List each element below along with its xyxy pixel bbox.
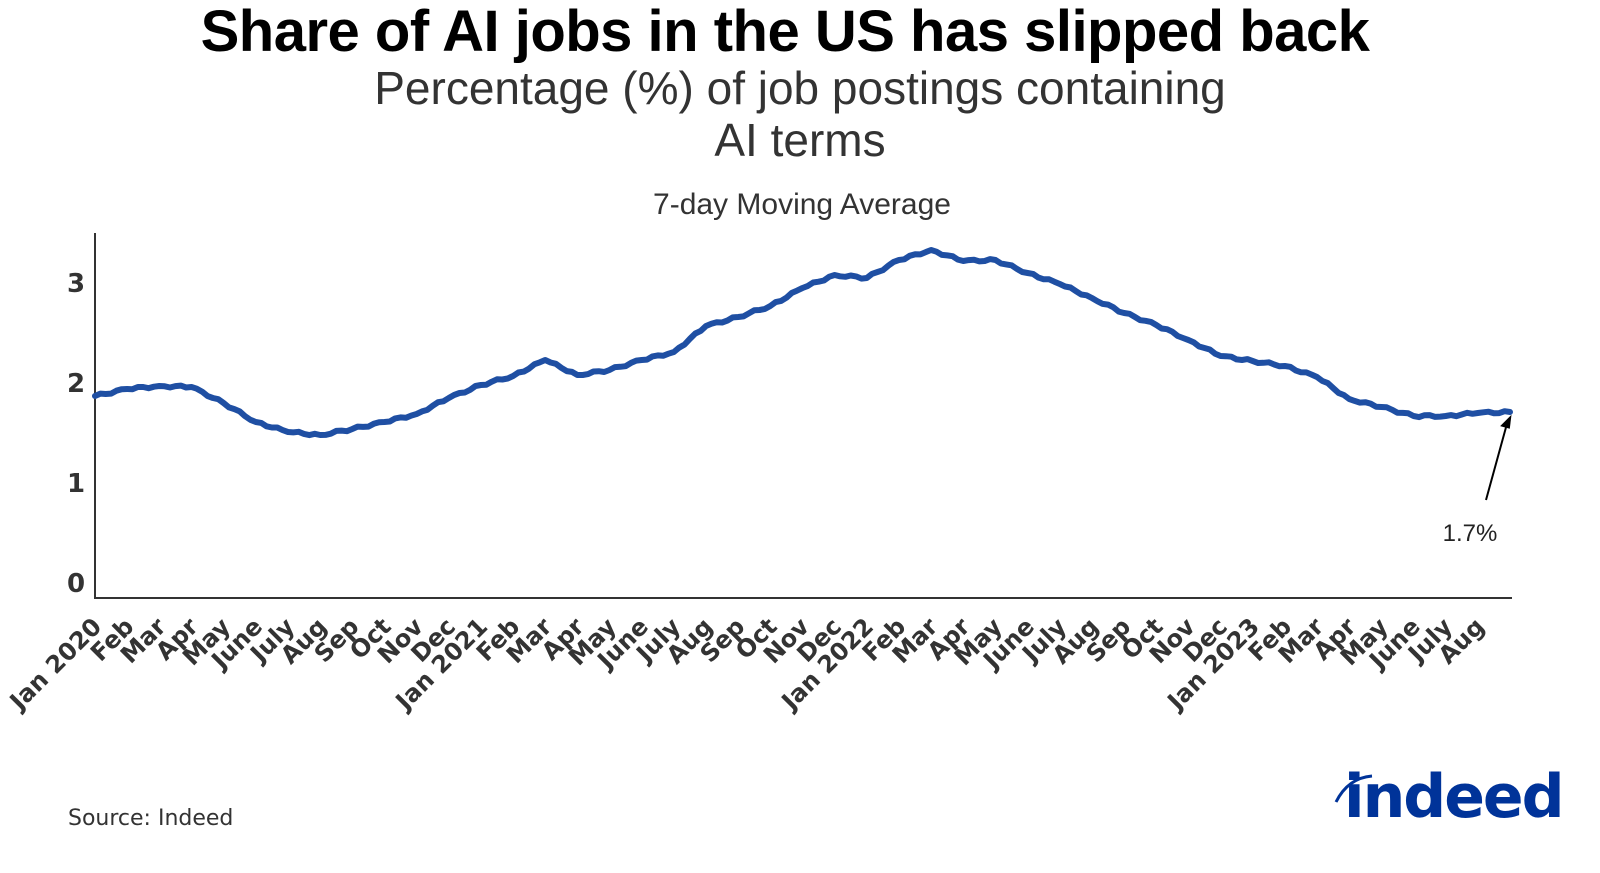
y-tick-label: 1	[67, 469, 85, 499]
moving-average-label: 7-day Moving Average	[653, 188, 951, 221]
y-tick-label: 3	[67, 269, 85, 299]
annotation-label: 1.7%	[1443, 520, 1498, 547]
annotation-arrow	[1485, 414, 1512, 501]
y-tick-label: 2	[67, 369, 85, 399]
x-axis-ticks: Jan 2020FebMarAprMayJuneJulyAugSepOctNov…	[3, 612, 1490, 716]
chart-subtitle: Percentage (%) of job postings containin…	[0, 62, 1600, 166]
y-axis-ticks: 0 1 2 3	[67, 269, 85, 599]
logo-arc-icon	[1334, 774, 1373, 803]
source-note: Source: Indeed	[68, 806, 234, 831]
chart-title: Share of AI jobs in the US has slipped b…	[200, 0, 1370, 64]
x-tick-label: Jan 2020	[3, 612, 107, 716]
series-line	[92, 247, 1513, 439]
indeed-logo: indeed	[1330, 762, 1565, 842]
subtitle-line-2: AI terms	[714, 114, 886, 166]
y-tick-label: 0	[67, 569, 85, 599]
subtitle-line-1: Percentage (%) of job postings containin…	[374, 62, 1226, 114]
logo-text: indeed	[1344, 762, 1565, 832]
